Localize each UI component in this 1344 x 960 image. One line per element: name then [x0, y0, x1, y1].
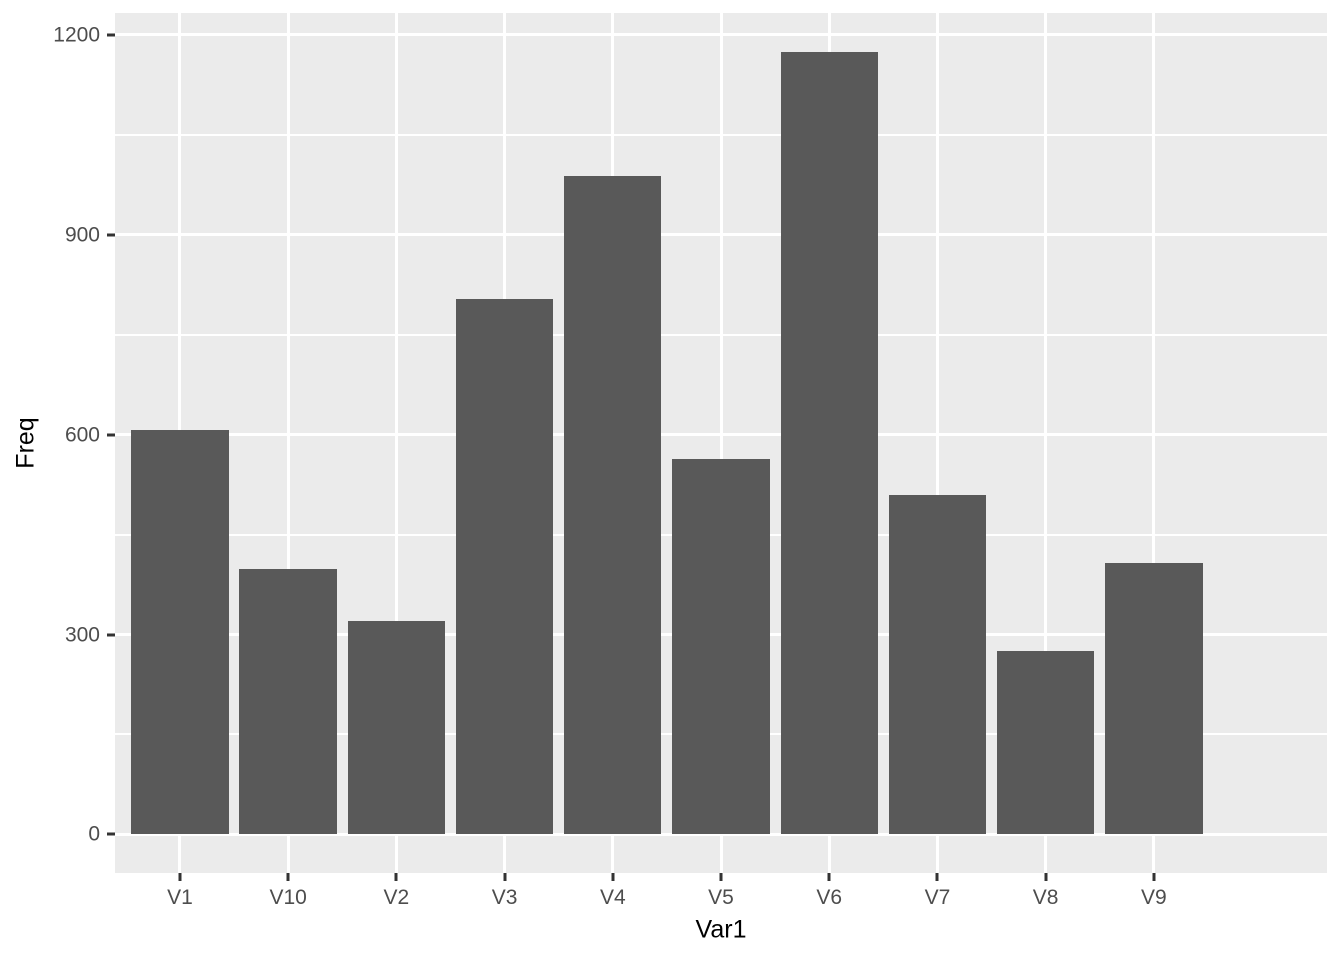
- x-tick-mark: [286, 873, 290, 881]
- x-tick-label: V7: [924, 886, 951, 909]
- y-tick-label: 900: [64, 223, 100, 247]
- gridline-major-v: [1152, 13, 1156, 873]
- bar-V6: [780, 52, 878, 835]
- x-tick-label: V6: [816, 886, 843, 909]
- x-tick-label: V1: [167, 886, 193, 909]
- x-tick-label: V10: [269, 886, 307, 909]
- gridline-major-v: [394, 13, 398, 873]
- y-tick-label: 0: [88, 822, 100, 846]
- bar-V10: [239, 568, 337, 835]
- x-tick-mark: [827, 873, 831, 881]
- gridline-major-v: [935, 13, 939, 873]
- x-axis-title: Var1: [695, 915, 747, 944]
- bar-V7: [888, 494, 987, 835]
- bar-V3: [455, 299, 554, 835]
- y-tick-label: 300: [64, 623, 100, 647]
- bar-V4: [564, 175, 662, 835]
- x-tick-label: V5: [708, 886, 734, 909]
- y-tick-mark: [107, 33, 115, 37]
- x-tick-mark: [1044, 873, 1048, 881]
- x-tick-mark: [178, 873, 182, 881]
- x-tick-mark: [503, 873, 507, 881]
- plot-panel: [115, 13, 1327, 873]
- x-tick-label: V2: [383, 886, 410, 909]
- y-axis-title: Freq: [11, 417, 40, 469]
- x-tick-label: V9: [1141, 886, 1167, 909]
- bar-V2: [347, 620, 446, 835]
- y-tick-label: 600: [64, 423, 100, 447]
- bar-V9: [1105, 562, 1203, 835]
- gridline-major-v: [286, 13, 290, 873]
- y-tick-mark: [107, 233, 115, 237]
- y-tick-mark: [107, 633, 115, 637]
- x-tick-label: V8: [1032, 886, 1059, 909]
- bar-V1: [131, 430, 229, 835]
- gridline-major-v: [719, 13, 723, 873]
- bar-V5: [672, 459, 770, 835]
- gridline-major-v: [1044, 13, 1048, 873]
- x-tick-mark: [1152, 873, 1156, 881]
- y-tick-label: 1200: [53, 23, 100, 47]
- x-tick-mark: [394, 873, 398, 881]
- y-tick-mark: [107, 433, 115, 437]
- y-tick-mark: [107, 832, 115, 836]
- x-tick-label: V4: [599, 886, 626, 909]
- x-tick-mark: [719, 873, 723, 881]
- x-tick-mark: [611, 873, 615, 881]
- x-tick-mark: [935, 873, 939, 881]
- bar-V8: [996, 650, 1095, 835]
- x-tick-label: V3: [491, 886, 518, 909]
